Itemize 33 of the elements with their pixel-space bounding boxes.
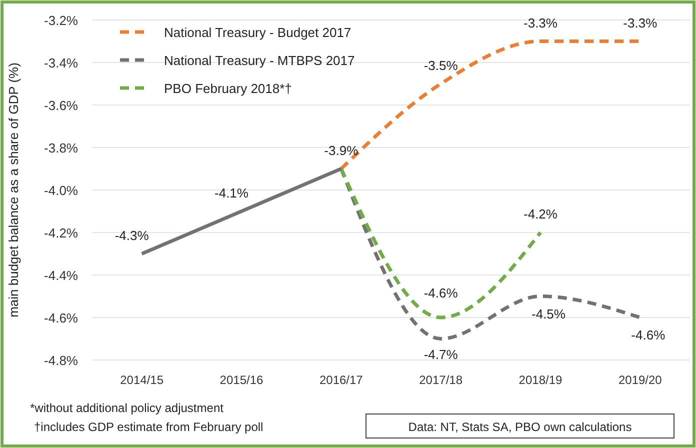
data-label: -3.5% — [424, 58, 458, 73]
x-tick-label: 2019/20 — [618, 373, 662, 387]
text: *without additional policy adjustment — [30, 401, 224, 415]
data-label: -4.6% — [424, 286, 458, 300]
x-tick-label: 2017/18 — [419, 373, 463, 387]
legend-label: National Treasury - MTBPS 2017 — [164, 53, 355, 68]
text: †includes GDP estimate from February poll — [34, 420, 264, 434]
x-tick-label: 2014/15 — [120, 373, 164, 387]
y-tick-label: -4.4% — [44, 268, 78, 283]
data-label: -3.9% — [324, 142, 359, 158]
y-tick-label: -4.8% — [44, 353, 78, 368]
data-label: -4.2% — [524, 206, 558, 222]
data-label: -3.3% — [623, 15, 658, 30]
y-tick-label: -3.8% — [44, 140, 78, 156]
y-axis-title: main budget balance as a share of GDP (%) — [6, 62, 21, 318]
x-tick-label: 2015/16 — [220, 373, 264, 387]
x-tick-label: 2018/19 — [518, 373, 563, 387]
y-tick-label: -3.6% — [44, 98, 78, 113]
y-tick-label: -4.2% — [44, 226, 78, 240]
x-tick-label: 2016/17 — [319, 373, 364, 387]
data-label: -4.7% — [424, 346, 458, 362]
text: Data: NT, Stats SA, PBO own calculations — [408, 420, 632, 434]
data-label: -4.6% — [631, 328, 666, 342]
data-label: -3.3% — [524, 15, 558, 30]
y-tick-label: -3.2% — [44, 13, 78, 28]
y-tick-label: -4.0% — [44, 183, 78, 198]
data-label: -4.5% — [532, 306, 566, 322]
y-tick-label: -4.6% — [44, 310, 78, 326]
data-label: -4.1% — [214, 185, 249, 200]
y-tick-label: -3.4% — [44, 56, 78, 70]
legend-label: National Treasury - Budget 2017 — [164, 25, 352, 40]
data-label: -4.3% — [114, 228, 150, 243]
legend-label: PBO February 2018*† — [164, 81, 292, 96]
